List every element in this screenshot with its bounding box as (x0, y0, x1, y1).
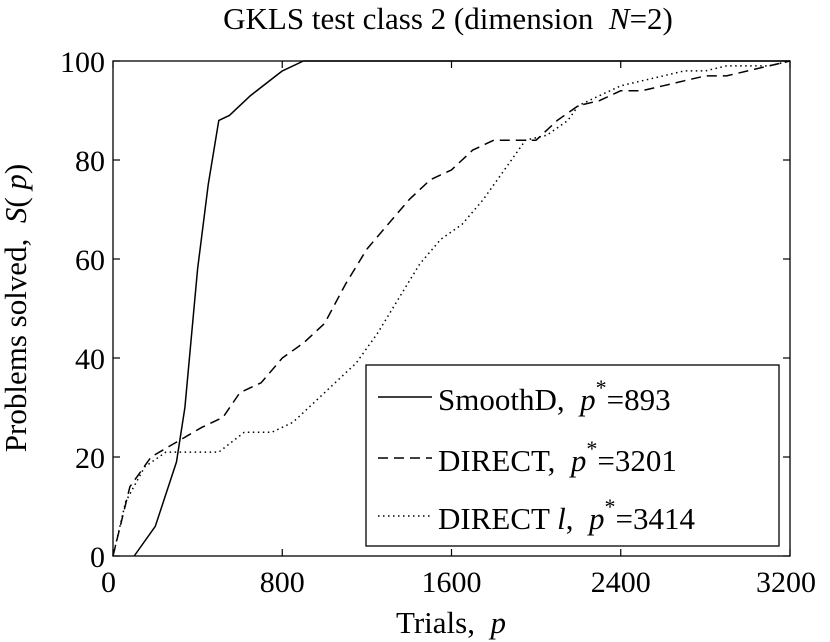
legend-smoothd-prefix: SmoothD, (438, 382, 580, 417)
x-axis-label-text: Trials, (396, 605, 490, 640)
series-group (112, 60, 791, 557)
legend: SmoothD, p*=893 DIRECT, p*=3201 DIRECT l… (365, 364, 780, 547)
legend-entry-directl: DIRECT l, p*=3414 (438, 494, 695, 536)
axis-ticks: 0 800 1600 2400 3200 0 20 40 60 80 100 (60, 46, 816, 599)
y-axis-label-text: Problems solved, (0, 223, 33, 452)
y-tick-label: 20 (75, 442, 105, 475)
y-tick-label: 0 (90, 541, 105, 574)
series-line-smoothd (133, 60, 790, 557)
chart-title-end: =2) (630, 1, 673, 36)
series-line-direct (112, 60, 791, 557)
x-tick-label: 800 (260, 566, 305, 599)
y-axis-label-paren: ( (0, 190, 33, 208)
legend-directl-mid: , (566, 501, 589, 536)
legend-direct-sup: * (586, 436, 597, 461)
x-tick-label: 3200 (756, 566, 816, 599)
legend-box (365, 364, 780, 547)
y-tick-label: 100 (60, 46, 105, 79)
x-axis-label: Trials, p (396, 605, 506, 640)
legend-direct-suffix: =3201 (597, 443, 676, 478)
legend-direct-var: p (569, 443, 587, 478)
x-tick-label: 2400 (591, 566, 651, 599)
legend-directl-sup: * (605, 494, 616, 519)
x-tick-label: 0 (101, 566, 116, 599)
chart-title-text: GKLS test class 2 (dimension (223, 1, 609, 36)
legend-smoothd-suffix: =893 (607, 382, 671, 417)
legend-directl-var: p (587, 501, 605, 536)
chart-title: GKLS test class 2 (dimension N=2) (223, 1, 673, 36)
legend-smoothd-var: p (578, 382, 596, 417)
legend-directl-suffix: =3414 (616, 501, 696, 536)
legend-smoothd-sup: * (596, 375, 607, 400)
legend-directl-prefix: DIRECT (438, 501, 557, 536)
legend-directl-italic: l (557, 501, 566, 536)
y-tick-label: 80 (75, 145, 105, 178)
y-tick-label: 40 (75, 343, 105, 376)
legend-entry-smoothd: SmoothD, p*=893 (438, 375, 671, 417)
chart-title-var: N (608, 1, 632, 36)
x-axis-label-var: p (488, 605, 506, 640)
y-axis-label-var-p: p (0, 174, 33, 192)
y-axis-label: Problems solved, S( p) (0, 164, 33, 452)
x-tick-label: 1600 (422, 566, 482, 599)
y-tick-label: 60 (75, 244, 105, 277)
y-axis-label-close: ) (0, 164, 33, 174)
y-axis-label-var-s: S (0, 208, 33, 224)
legend-direct-prefix: DIRECT, (438, 443, 571, 478)
series-line-directl (112, 60, 791, 557)
legend-entry-direct: DIRECT, p*=3201 (438, 436, 677, 478)
